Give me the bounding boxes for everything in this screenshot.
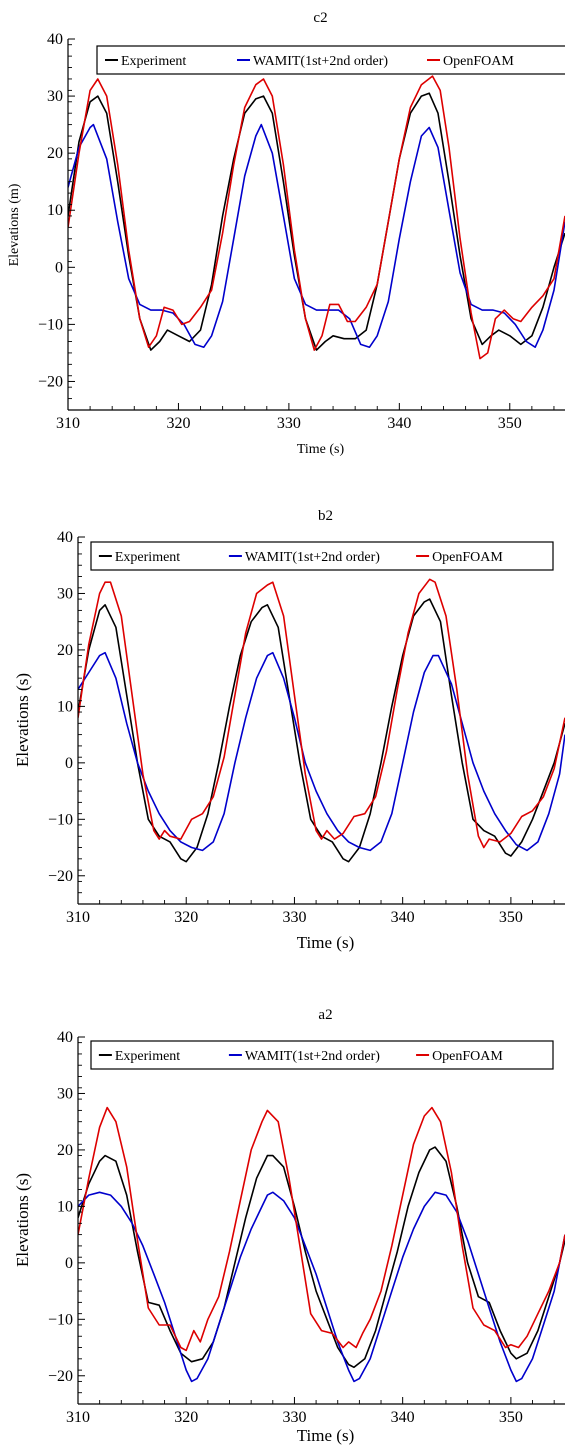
x-tick-label: 340 [391,1409,415,1426]
x-tick-label: 340 [387,415,411,432]
chart-panel-b2: 310 320 330 340 350 −20 −10 0 10 20 30 40 b2 Time (s)… [13,508,565,952]
x-tick-label: 330 [277,415,301,432]
chart-title: a2 [318,1007,332,1023]
legend: Experiment WAMIT(1st+2nd order) OpenFOAM [90,541,554,571]
y-axis-label: Elevations (s) [13,673,32,767]
x-tick-label: 310 [66,1409,90,1426]
series-line-wamit-1st-2nd-order [78,651,565,852]
y-tick-label: −20 [48,868,73,885]
x-tick-label: 330 [282,1409,306,1426]
x-tick-label: 330 [282,909,306,926]
y-tick-label: 20 [57,642,73,659]
y-tick-label: 10 [47,202,63,219]
legend-label: WAMIT(1st+2nd order) [253,54,388,69]
legend: Experiment WAMIT(1st+2nd order) OpenFOAM [90,1040,554,1070]
y-tick-label: 40 [57,1029,73,1046]
legend-box [90,541,554,571]
y-tick-label: −10 [48,1311,73,1328]
legend-label: Experiment [115,1049,180,1064]
legend-label: OpenFOAM [443,54,514,69]
y-tick-label: 0 [65,1255,73,1272]
y-tick-label: 0 [55,259,63,276]
x-tick-label: 320 [174,1409,198,1426]
x-tick-label: 340 [391,909,415,926]
x-tick-label: 310 [56,415,80,432]
chart-title: c2 [313,10,327,26]
y-tick-label: 10 [57,1198,73,1215]
legend: Experiment WAMIT(1st+2nd order) OpenFOAM [96,45,565,75]
y-tick-label: 30 [57,1085,73,1102]
chart-panel-a2: 310 320 330 340 350 −20 −10 0 10 20 30 40 a2 Time (s)… [13,1007,565,1445]
series-line-experiment [68,92,565,351]
x-tick-label: 320 [166,415,190,432]
x-axis-label: Time (s) [297,442,345,457]
series-line-wamit-1st-2nd-order [68,123,565,348]
legend-box [90,1040,554,1070]
legend-box [96,45,565,75]
series-line-wamit-1st-2nd-order [78,1191,565,1383]
legend-label: WAMIT(1st+2nd order) [245,1049,380,1064]
y-tick-label: 0 [65,755,73,772]
legend-label: Experiment [121,54,186,69]
x-tick-label: 320 [174,909,198,926]
x-axis-label: Time (s) [297,1426,354,1445]
y-tick-label: −10 [48,811,73,828]
series-line-openfoam [68,75,565,360]
legend-label: OpenFOAM [432,1049,503,1064]
y-tick-label: 20 [47,145,63,162]
x-tick-label: 350 [499,909,523,926]
chart-title: b2 [318,508,333,524]
y-tick-label: −20 [38,373,63,390]
y-tick-label: 40 [47,31,63,48]
y-tick-label: 10 [57,698,73,715]
series-line-experiment [78,1146,565,1369]
series-line-openfoam [78,578,565,849]
x-tick-label: 350 [498,415,522,432]
y-tick-label: 40 [57,529,73,546]
y-tick-label: 30 [47,88,63,105]
chart-panel-c2: 310 320 330 340 350 −20 −10 0 10 20 30 40 c2 Time (s)… [7,10,565,457]
series-line-experiment [78,598,565,863]
legend-label: WAMIT(1st+2nd order) [245,550,380,565]
y-tick-label: −10 [38,316,63,333]
legend-label: Experiment [115,550,180,565]
y-axis-label: Elevations (m) [7,183,22,266]
x-tick-label: 310 [66,909,90,926]
y-axis-label: Elevations (s) [13,1173,32,1267]
legend-label: OpenFOAM [432,550,503,565]
x-tick-label: 350 [499,1409,523,1426]
y-tick-label: 20 [57,1142,73,1159]
y-tick-label: −20 [48,1368,73,1385]
x-axis-label: Time (s) [297,933,354,952]
y-tick-label: 30 [57,585,73,602]
series-line-openfoam [78,1106,565,1352]
